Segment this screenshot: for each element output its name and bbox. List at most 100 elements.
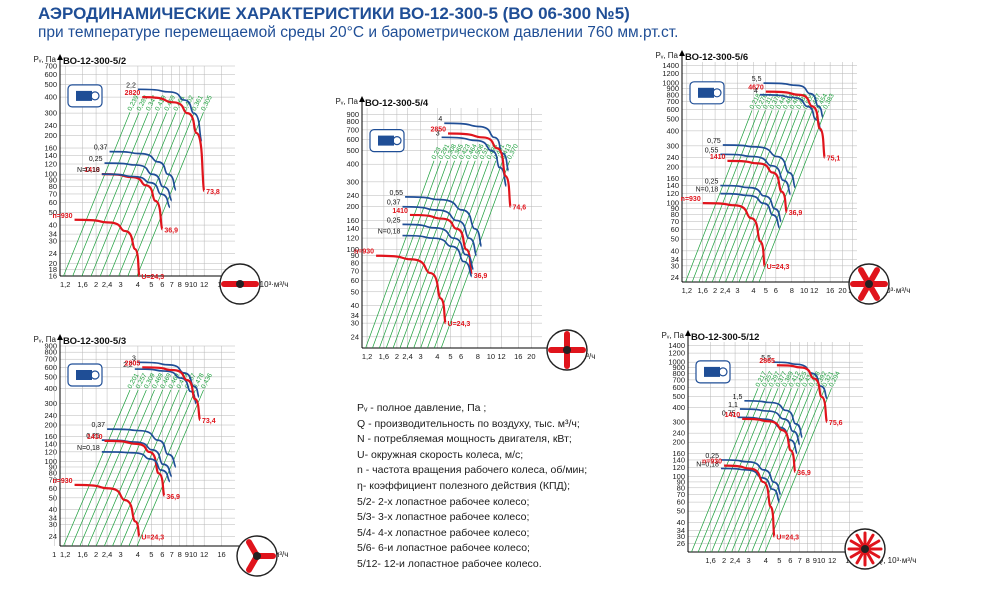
y-tick-label: 200 bbox=[44, 131, 57, 140]
y-tick-label: 500 bbox=[672, 392, 685, 401]
curve-label: 2,2 bbox=[123, 362, 133, 369]
y-tick-label: 100 bbox=[672, 472, 685, 481]
efficiency-line bbox=[63, 112, 131, 277]
x-tick-label: 5 bbox=[149, 550, 153, 559]
curve-end-label: 36,9 bbox=[164, 227, 178, 234]
curve-power bbox=[739, 408, 801, 446]
efficiency-line bbox=[112, 389, 180, 547]
efficiency-line bbox=[136, 389, 204, 547]
y-tick-label: 1400 bbox=[668, 341, 685, 350]
x-tick-label: 7 bbox=[798, 556, 802, 565]
x-tick-label: 6 bbox=[160, 280, 164, 289]
motor-icon-wheel bbox=[90, 91, 100, 101]
x-tick-label: 9 bbox=[185, 280, 189, 289]
x-tick-label: 1,6 bbox=[705, 556, 715, 565]
x-tick-label: 8 bbox=[790, 286, 794, 295]
y-tick-label: 120 bbox=[44, 447, 57, 456]
y-tick-label: 160 bbox=[44, 432, 57, 441]
motor-icon-wheel bbox=[718, 367, 728, 377]
x-tick-label: 2,4 bbox=[730, 556, 740, 565]
y-tick-label: 100 bbox=[44, 457, 57, 466]
fan-hub-icon bbox=[253, 552, 261, 560]
curve-label: n=930 bbox=[53, 478, 73, 485]
motor-icon-body bbox=[76, 370, 92, 380]
x-axis-label: Q, 10³·м³/ч bbox=[871, 286, 910, 295]
y-tick-label: 60 bbox=[351, 276, 359, 285]
efficiency-line bbox=[399, 160, 469, 349]
curve-label: 2850 bbox=[430, 126, 446, 133]
x-tick-label: 1,2 bbox=[60, 550, 70, 559]
curve-label: 1,1 bbox=[728, 402, 738, 409]
curve-speed bbox=[74, 218, 141, 278]
curve-label: 0,25 bbox=[387, 217, 401, 224]
legend-line: 5/6- 6-и лопастное рабочее колесо; bbox=[357, 542, 530, 555]
chart-title: ВО-12-300-5/2 bbox=[63, 56, 126, 67]
x-tick-label: 8 bbox=[806, 556, 810, 565]
x-tick-label: 4 bbox=[751, 286, 755, 295]
x-tick-label: 2 bbox=[94, 550, 98, 559]
y-tick-label: 800 bbox=[666, 90, 679, 99]
y-tick-label: 50 bbox=[351, 287, 359, 296]
curve-label: 0,37 bbox=[91, 422, 105, 429]
y-tick-label: 500 bbox=[346, 146, 359, 155]
legend-line: U- окружная скорость колеса, м/с; bbox=[357, 448, 524, 461]
curve-power bbox=[137, 88, 203, 143]
y-tick-label: 24 bbox=[351, 332, 359, 341]
curve-power bbox=[720, 153, 791, 196]
x-axis-label: Q, 10³·м³/ч bbox=[877, 556, 916, 565]
efficiency-line bbox=[685, 110, 753, 283]
chart-title: ВО-12-300-5/6 bbox=[685, 52, 748, 63]
y-tick-label: 90 bbox=[49, 462, 57, 471]
x-tick-label: 2 bbox=[713, 286, 717, 295]
fan-hub-icon bbox=[236, 280, 244, 288]
x-tick-label: 12 bbox=[810, 286, 818, 295]
y-tick-label: 200 bbox=[666, 162, 679, 171]
curve-label: 1410 bbox=[710, 154, 726, 161]
curve-label: N=0,18 bbox=[696, 187, 719, 194]
curve-label: 4 bbox=[754, 88, 758, 95]
y-tick-label: 800 bbox=[44, 348, 57, 357]
x-tick-label: 16 bbox=[826, 286, 834, 295]
x-tick-label: 16 bbox=[514, 352, 522, 361]
y-tick-label: 400 bbox=[672, 403, 685, 412]
efficiency-line bbox=[427, 160, 497, 349]
y-tick-label: 80 bbox=[677, 483, 685, 492]
efficiency-line bbox=[99, 112, 168, 277]
x-tick-label: 3 bbox=[418, 352, 422, 361]
y-tick-label: 24 bbox=[671, 273, 679, 282]
curve-label: 0,37 bbox=[94, 145, 108, 152]
x-tick-label: 3 bbox=[118, 550, 122, 559]
y-tick-label: 100 bbox=[346, 245, 359, 254]
chart-vo-12-300-5-6: 2430344050607080901001201401602002403004… bbox=[655, 50, 910, 305]
chart-title: ВО-12-300-5/12 bbox=[691, 332, 759, 343]
y-tick-label: 300 bbox=[666, 141, 679, 150]
y-tick-label: 700 bbox=[44, 62, 57, 71]
x-tick-label: 9 bbox=[813, 556, 817, 565]
y-tick-label: 40 bbox=[351, 301, 359, 310]
curve-end-label: 36,9 bbox=[166, 494, 180, 501]
curve-power bbox=[402, 234, 473, 278]
efficiency-line bbox=[385, 160, 455, 349]
x-tick-label: 20 bbox=[838, 286, 846, 295]
y-tick-label: 30 bbox=[49, 520, 57, 529]
y-tick-label: 400 bbox=[44, 93, 57, 102]
y-tick-label: 240 bbox=[346, 191, 359, 200]
curve-speed bbox=[742, 417, 797, 474]
curve-speed bbox=[702, 202, 766, 267]
x-tick-label: 10 bbox=[487, 352, 495, 361]
y-tick-label: 80 bbox=[671, 210, 679, 219]
y-tick-label: 140 bbox=[346, 224, 359, 233]
y-tick-label: 240 bbox=[666, 153, 679, 162]
curve-end-label: 36,9 bbox=[789, 210, 803, 217]
x-tick-label: 2,4 bbox=[102, 550, 112, 559]
motor-icon-body bbox=[704, 366, 720, 377]
y-tick-label: 50 bbox=[671, 235, 679, 244]
curve-power bbox=[444, 122, 510, 172]
efficiency-line bbox=[72, 112, 140, 277]
y-tick-label: 500 bbox=[44, 372, 57, 381]
curve-end-label: U=24,3 bbox=[776, 535, 799, 542]
y-tick-label: 140 bbox=[44, 439, 57, 448]
curve-power bbox=[722, 144, 796, 189]
x-axis-label: Q, 10³·м³/ч bbox=[249, 280, 288, 289]
efficiency-line bbox=[698, 110, 766, 283]
